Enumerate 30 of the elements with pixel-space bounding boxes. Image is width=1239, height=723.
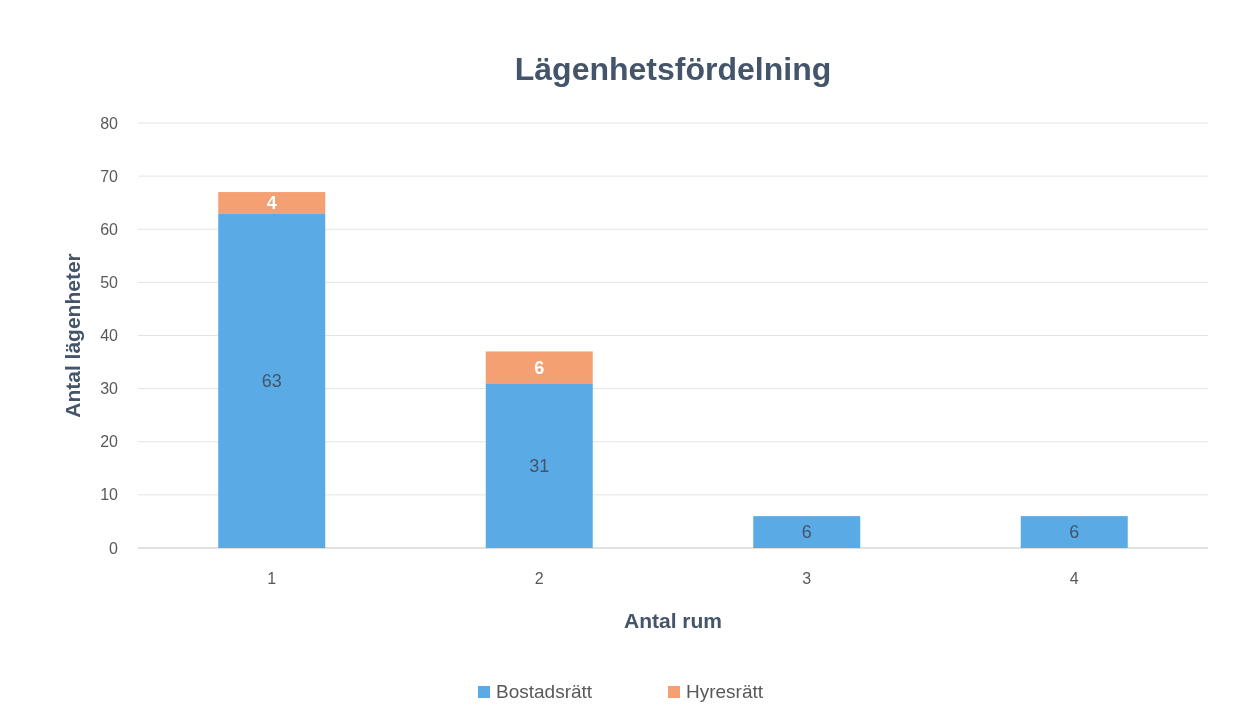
bar [218,192,326,214]
data-label: 31 [529,455,550,476]
legend-label: Hyresrätt [686,681,764,702]
y-tick-label: 0 [109,539,119,557]
data-label: 63 [261,370,282,391]
data-label: 6 [1069,522,1080,543]
chart-title: Lägenhetsfördelning [514,51,832,87]
y-tick-label: 40 [100,327,119,345]
y-tick-label: 20 [100,433,119,451]
y-tick-label: 30 [100,380,119,398]
y-axis-title: Antal lägenheter [61,253,84,418]
y-tick-label: 80 [100,114,119,132]
y-tick-label: 10 [100,486,119,504]
data-label: 6 [801,522,812,543]
bar [485,383,593,548]
bar [218,213,326,548]
y-tick-label: 50 [100,273,119,291]
bar [753,516,861,548]
legend-label: Bostadsrätt [496,681,593,702]
bar [1020,516,1128,548]
y-tick-label: 70 [100,167,119,185]
bar [485,351,593,384]
x-tick-label: 4 [1069,570,1079,587]
x-tick-label: 2 [534,570,544,587]
y-tick-label: 60 [100,220,119,238]
x-tick-label: 1 [267,570,277,587]
x-tick-label: 3 [802,570,812,587]
x-axis-title: Antal rum [623,609,723,632]
data-label: 6 [534,357,545,378]
data-label: 4 [266,192,277,213]
